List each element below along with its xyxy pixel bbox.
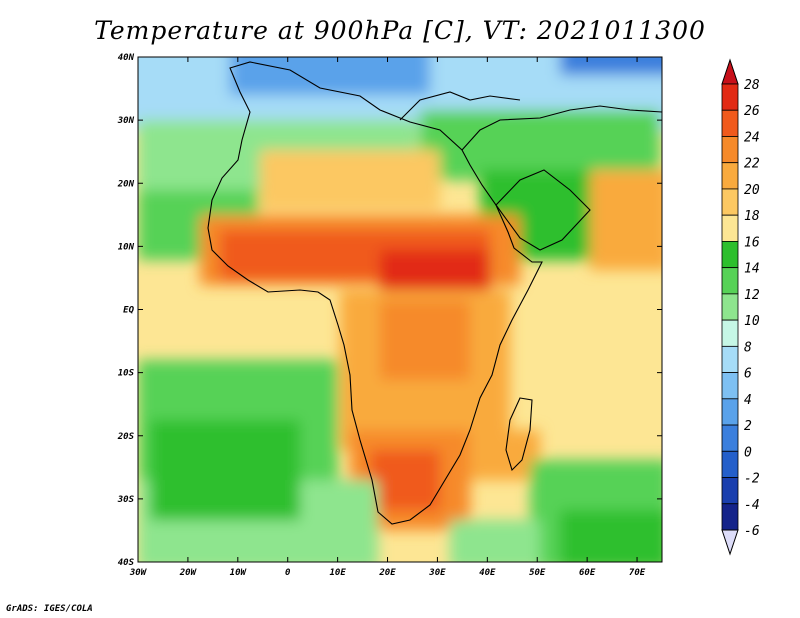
lat-label: 30N (117, 116, 135, 126)
colorbar-label: -2 (744, 472, 760, 487)
lon-label: 30E (428, 568, 446, 578)
colorbar-segment (721, 83, 739, 111)
colorbar-label: 26 (744, 104, 760, 119)
lat-label: 40N (118, 53, 135, 63)
colorbar-label: 14 (744, 262, 760, 277)
lon-label: 20E (378, 568, 396, 578)
colorbar-label: 4 (744, 393, 752, 408)
colorbar-segment (721, 214, 739, 242)
lon-label: 50E (529, 568, 546, 578)
colorbar-label: 10 (744, 314, 760, 329)
colorbar-segment (721, 241, 739, 269)
colorbar-segment (721, 450, 739, 478)
colorbar-top-arrow (721, 58, 739, 85)
colorbar-label: 28 (744, 78, 760, 93)
lon-label: 60E (579, 568, 596, 578)
colorbar-segment (721, 477, 739, 505)
lat-label: 20N (117, 179, 135, 189)
colorbar-label: 2 (744, 419, 752, 434)
colorbar-label: 12 (744, 288, 760, 303)
lat-label: 40S (118, 558, 135, 568)
coastlines (207, 61, 662, 525)
colorbar-segment (721, 398, 739, 426)
temperature-field (138, 57, 662, 562)
colorbar-segment (721, 503, 739, 531)
lat-label: 20S (117, 432, 135, 442)
latitude-ticks: 40N 30N 20N 10N EQ 10S 20S 30S 40S (117, 53, 662, 568)
colorbar-segment (721, 267, 739, 295)
colorbar-segment (721, 188, 739, 216)
colorbar-segment (721, 162, 739, 190)
colorbar-segment (721, 345, 739, 373)
lat-label: 30S (117, 495, 135, 505)
lon-label: 40E (479, 568, 496, 578)
colorbar-segment (721, 319, 739, 347)
lon-label: 70E (629, 568, 646, 578)
colorbar-label: -6 (744, 524, 760, 539)
lon-label: 20W (179, 568, 198, 578)
colorbar-label: 22 (744, 157, 760, 172)
map-title: Temperature at 900hPa [C], VT: 202101130… (94, 16, 706, 45)
colorbar-label: 20 (744, 183, 760, 198)
grads-credit: GrADS: IGES/COLA (6, 604, 93, 614)
lat-label: EQ (123, 306, 134, 316)
colorbar-segment (721, 109, 739, 137)
lon-label: 10W (230, 568, 248, 578)
colorbar-segment (721, 424, 739, 452)
lon-label: 30W (129, 568, 148, 578)
colorbar-label: 8 (744, 340, 752, 355)
lon-label: 0 (285, 568, 291, 578)
colorbar-segment (721, 136, 739, 164)
colorbar-label: 24 (744, 130, 760, 145)
lat-label: 10N (118, 242, 135, 252)
colorbar-label: 0 (744, 445, 752, 460)
lon-label: 10E (329, 568, 346, 578)
longitude-ticks: 30W 20W 10W 0 10E 20E 30E 40E 50E 60E 70E (129, 57, 646, 578)
colorbar-segment (721, 372, 739, 400)
lat-label: 10S (118, 369, 135, 379)
colorbar-label: 6 (744, 367, 752, 382)
colorbar-label: 16 (744, 235, 760, 250)
colorbar-bottom-arrow (721, 529, 739, 556)
colorbar-segment (721, 293, 739, 321)
colorbar-label: 18 (744, 209, 760, 224)
colorbar-label: -4 (744, 498, 760, 513)
